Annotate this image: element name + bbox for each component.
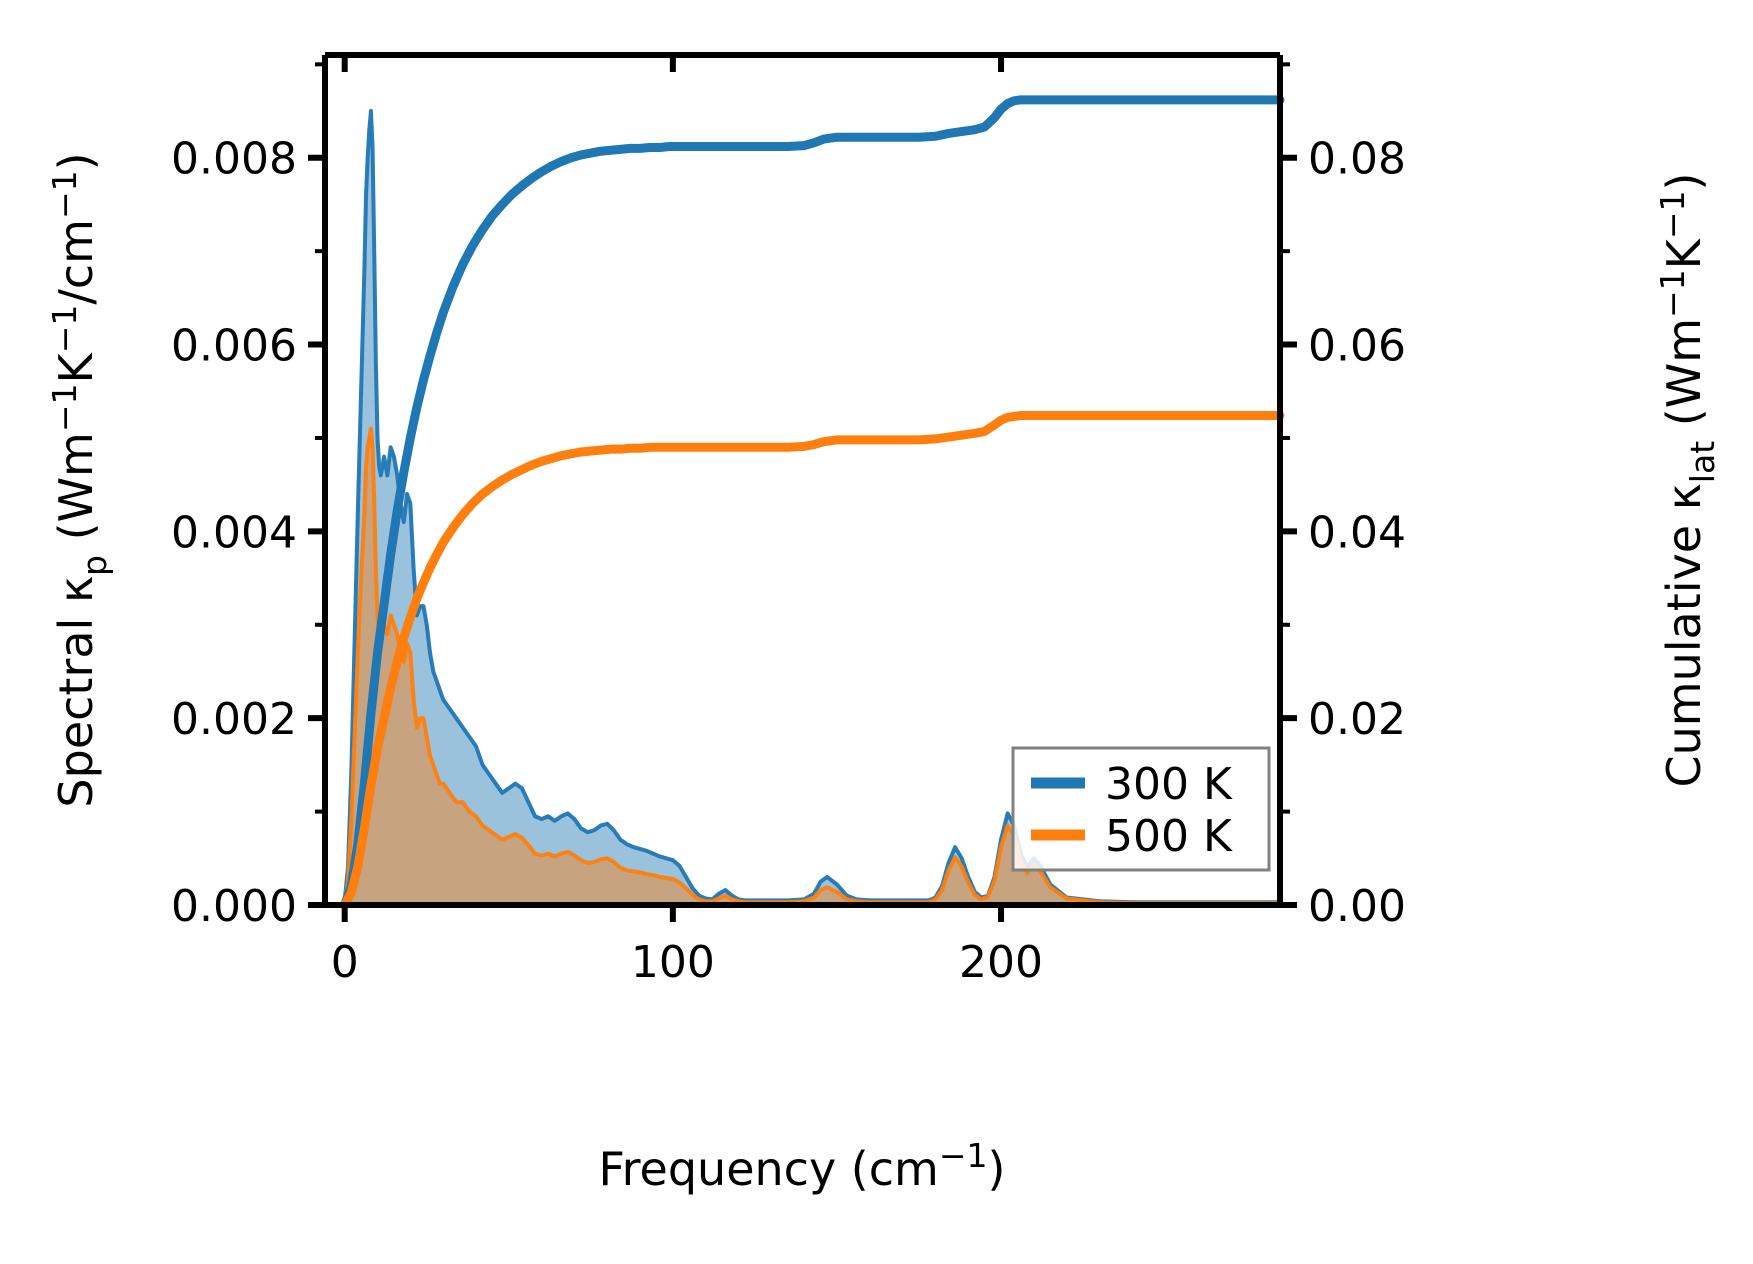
- left-axis-title-exp3: −1: [45, 170, 84, 219]
- left-axis-title-sub: p: [75, 555, 114, 576]
- ytick-label-right-0: 0.00: [1308, 881, 1406, 932]
- ytick-label-left-1: 0.002: [171, 694, 297, 745]
- ytick-label-left-0: 0.000: [171, 881, 297, 932]
- right-axis-title: Cumulative κlat (Wm−1K−1): [1653, 173, 1722, 788]
- legend-label-1[interactable]: 500 K: [1105, 811, 1233, 862]
- ytick-label-right-4: 0.08: [1308, 134, 1406, 185]
- left-axis-title-cm: /cm: [49, 219, 103, 305]
- spectral-area-group: [342, 109, 1282, 906]
- left-axis-title-main: Spectral κ: [49, 576, 103, 808]
- right-axis-title-units: (Wm: [1657, 318, 1711, 441]
- cumulative-line-2: [340, 95, 1285, 910]
- x-axis-title: Frequency (cm−1): [599, 1136, 1006, 1196]
- area-outline-1: [342, 426, 1282, 906]
- ytick-label-right-3: 0.06: [1308, 321, 1406, 372]
- left-axis-title-paren: ): [49, 152, 103, 170]
- xtick-label-1: 100: [631, 937, 715, 988]
- ytick-label-right-1: 0.02: [1308, 694, 1406, 745]
- xtick-label-2: 200: [959, 937, 1043, 988]
- area-fill-1: [344, 428, 1280, 905]
- cumulative-line-group: [340, 95, 1285, 910]
- left-axis-title: Spectral κp (Wm−1K−1/cm−1): [45, 152, 114, 807]
- svg-text:Spectral κp (Wm−1K−1/cm−1): Spectral κp (Wm−1K−1/cm−1): [45, 152, 114, 807]
- legend-label-0[interactable]: 300 K: [1105, 759, 1233, 810]
- ytick-label-left-4: 0.008: [171, 134, 297, 185]
- right-axis-title-exp1: −1: [1653, 269, 1692, 318]
- right-axis-title-main: Cumulative κ: [1657, 483, 1711, 787]
- svg-text:Frequency (cm−1): Frequency (cm−1): [599, 1136, 1006, 1196]
- ytick-label-left-2: 0.004: [171, 507, 297, 558]
- right-axis-title-exp2: −1: [1653, 190, 1692, 239]
- tick-label-group: 0.000 0.002 0.004 0.006 0.008 0.00 0.02 0.04 0.0…: [171, 134, 1406, 988]
- legend-frame: [1011, 746, 1271, 872]
- left-axis-title-exp2: −1: [45, 305, 84, 354]
- ytick-label-right-2: 0.04: [1308, 507, 1406, 558]
- area-fill-0: [344, 111, 1280, 906]
- cumulative-line-3: [340, 411, 1285, 910]
- right-axis-title-k: K: [1657, 237, 1711, 269]
- ytick-label-left-3: 0.006: [171, 321, 297, 372]
- left-axis-title-units: (Wm: [49, 432, 103, 555]
- x-axis-title-close: ): [988, 1142, 1006, 1196]
- axes-group: [308, 52, 1297, 922]
- xtick-label-0: 0: [331, 937, 359, 988]
- left-axis-title-exp1: −1: [45, 383, 84, 432]
- right-axis-title-sub: lat: [1683, 441, 1722, 483]
- right-axis-title-paren: ): [1657, 173, 1711, 191]
- svg-text:Cumulative κlat (Wm−1K−1): Cumulative κlat (Wm−1K−1): [1653, 173, 1722, 788]
- x-axis-title-main: Frequency (cm: [599, 1142, 939, 1196]
- left-axis-title-k: K: [49, 351, 103, 383]
- x-axis-title-exp: −1: [939, 1136, 988, 1175]
- area-outline-0: [342, 109, 1282, 905]
